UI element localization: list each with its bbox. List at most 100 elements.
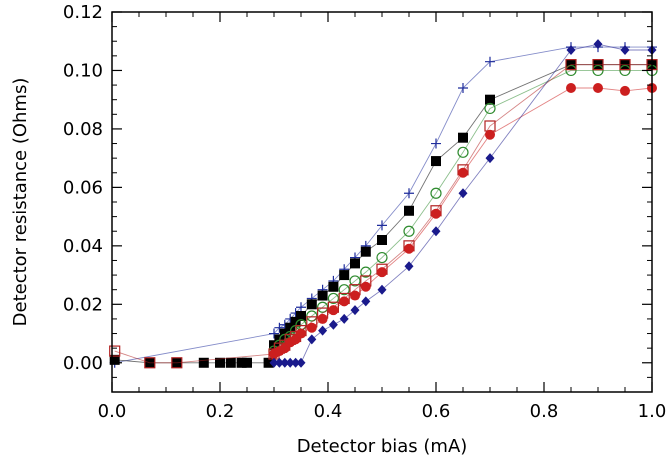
- data-point: [296, 311, 306, 321]
- data-point: [225, 357, 236, 368]
- y-axis-label: Detector resistance (Ohms): [10, 78, 31, 327]
- data-point: [566, 83, 576, 93]
- data-point: [236, 357, 247, 368]
- data-point: [458, 132, 468, 143]
- data-point: [327, 292, 339, 305]
- y-tick-label: 0.04: [63, 236, 103, 257]
- data-point: [592, 64, 604, 77]
- data-point: [360, 246, 371, 257]
- series-line: [114, 64, 652, 364]
- data-point: [274, 322, 285, 333]
- data-point: [307, 334, 317, 345]
- data-point: [485, 56, 495, 67]
- data-point: [290, 316, 301, 327]
- data-point: [328, 281, 339, 292]
- data-point: [328, 319, 338, 330]
- series-filled-square: [109, 59, 657, 368]
- y-tick-label: 0.10: [63, 60, 103, 81]
- data-point: [484, 102, 496, 115]
- data-point: [339, 296, 350, 307]
- data-point: [350, 305, 360, 316]
- data-point: [339, 313, 349, 324]
- data-point: [485, 129, 495, 140]
- data-point: [457, 146, 469, 158]
- data-point: [274, 357, 284, 368]
- data-point: [360, 281, 371, 292]
- data-point: [377, 235, 387, 245]
- data-point: [404, 261, 414, 272]
- data-point: [403, 225, 415, 237]
- data-point: [458, 167, 468, 178]
- x-axis-label: Detector bias (mA): [297, 436, 468, 457]
- data-point: [285, 357, 295, 368]
- data-point: [350, 258, 360, 269]
- series-filled-diamond: [269, 39, 657, 368]
- y-tick-label: 0.06: [63, 177, 103, 198]
- data-point: [269, 328, 279, 339]
- y-tick-label: 0.02: [63, 294, 103, 315]
- data-point: [306, 299, 317, 310]
- data-point: [593, 83, 603, 93]
- data-point: [318, 325, 328, 336]
- data-point: [317, 290, 328, 301]
- series-line: [114, 46, 652, 364]
- data-point: [431, 138, 441, 149]
- data-point: [431, 208, 441, 219]
- data-point: [458, 83, 468, 93]
- data-point: [404, 243, 414, 254]
- data-point: [328, 305, 339, 316]
- data-point: [361, 296, 371, 307]
- data-point: [285, 322, 296, 333]
- data-point: [376, 251, 388, 264]
- data-point: [171, 357, 183, 369]
- data-point: [377, 284, 387, 295]
- series-filled-circle: [269, 83, 657, 359]
- data-point: [592, 59, 604, 71]
- data-point: [242, 357, 252, 368]
- x-tick-label: 0.6: [422, 401, 451, 422]
- data-point: [485, 94, 495, 105]
- x-tick-label: 1.0: [638, 401, 667, 422]
- series-layer: [109, 39, 658, 369]
- data-point: [109, 345, 121, 357]
- data-point: [338, 284, 350, 296]
- data-point: [404, 205, 414, 216]
- data-point: [215, 357, 225, 368]
- data-point: [431, 156, 441, 167]
- y-tick-label: 0.12: [63, 2, 103, 23]
- data-point: [296, 302, 306, 313]
- tick-labels: 0.0 0.2 0.4 0.6 0.8 1.0 0.00 0.02 0.04 0.06 0.08 0.…: [63, 2, 666, 422]
- data-point: [279, 328, 290, 339]
- x-tick-label: 0.8: [530, 401, 559, 422]
- data-point: [306, 310, 318, 322]
- data-point: [349, 275, 361, 287]
- data-point: [431, 226, 441, 237]
- data-point: [296, 328, 306, 339]
- data-point: [565, 59, 577, 71]
- data-point: [377, 220, 387, 231]
- data-point: [485, 153, 495, 164]
- x-tick-label: 0.0: [98, 401, 127, 422]
- data-point: [296, 357, 306, 368]
- data-point: [620, 85, 630, 96]
- data-point: [360, 266, 372, 278]
- series-line: [114, 64, 652, 364]
- data-point: [317, 301, 329, 313]
- data-point: [619, 64, 631, 77]
- ticks-layer: [111, 11, 653, 393]
- data-point: [280, 357, 290, 368]
- data-point: [350, 290, 360, 301]
- data-point: [619, 59, 631, 71]
- data-point: [263, 357, 274, 368]
- data-point: [306, 322, 317, 333]
- series-open-square: [109, 59, 658, 369]
- data-point: [593, 39, 603, 50]
- data-point: [269, 357, 279, 368]
- y-tick-label: 0.08: [63, 119, 103, 140]
- data-point: [565, 64, 577, 77]
- x-tick-label: 0.4: [314, 401, 343, 422]
- data-point: [404, 188, 414, 199]
- data-point: [144, 357, 156, 369]
- data-point: [109, 354, 120, 365]
